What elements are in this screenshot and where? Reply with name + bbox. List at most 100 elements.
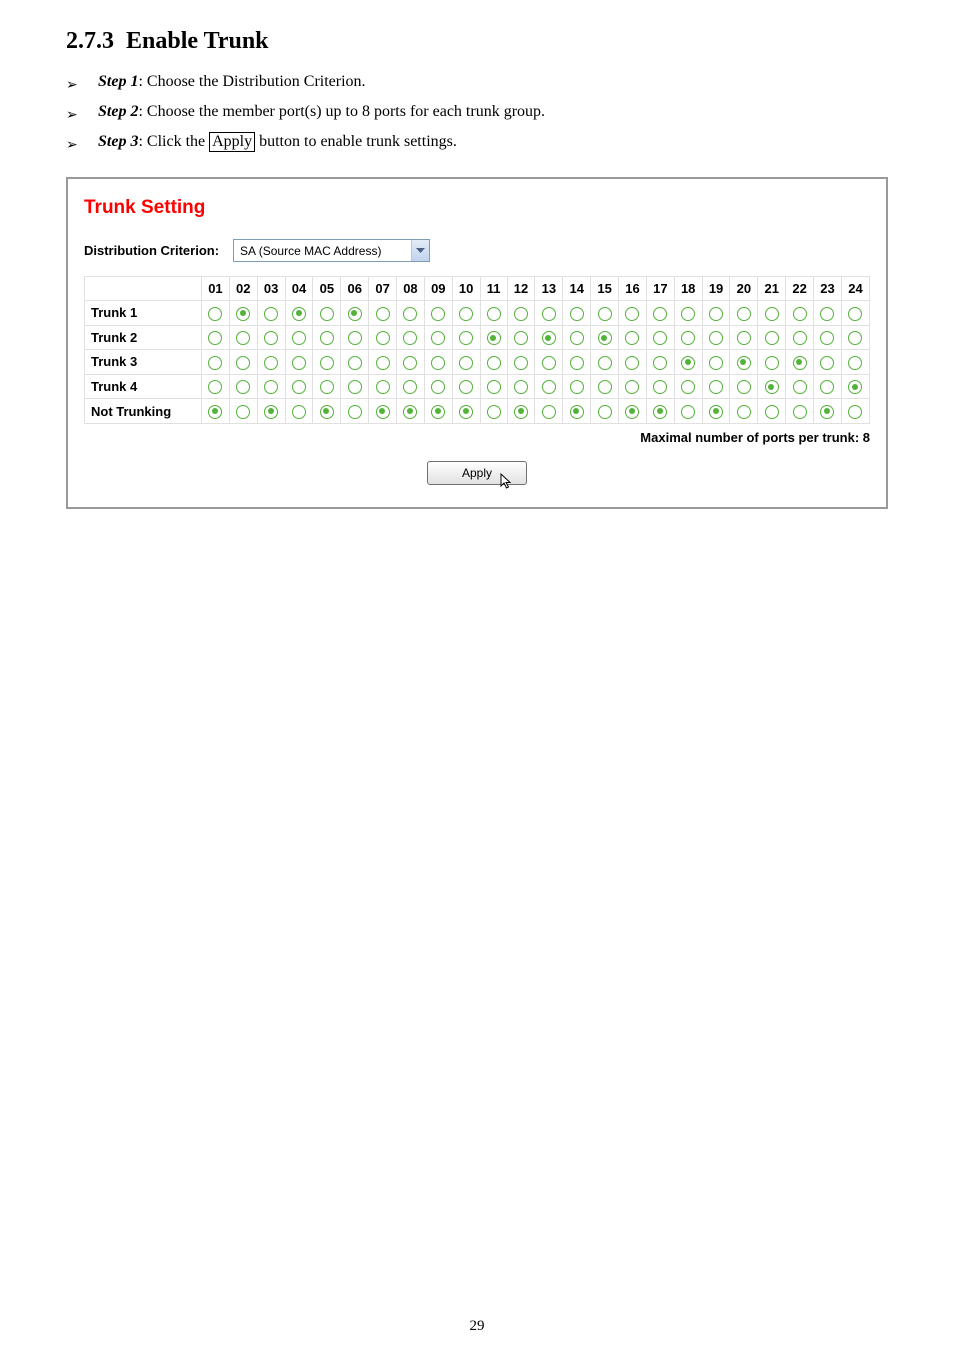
radio-cell[interactable] — [702, 325, 730, 350]
radio-cell[interactable] — [563, 399, 591, 424]
radio-cell[interactable] — [452, 301, 480, 326]
radio-cell[interactable] — [202, 374, 230, 399]
apply-button[interactable]: Apply — [427, 461, 527, 485]
radio-cell[interactable] — [313, 350, 341, 375]
radio-cell[interactable] — [591, 301, 619, 326]
radio-cell[interactable] — [397, 374, 425, 399]
radio-cell[interactable] — [758, 350, 786, 375]
radio-cell[interactable] — [229, 374, 257, 399]
radio-cell[interactable] — [730, 350, 758, 375]
criterion-select[interactable]: SA (Source MAC Address) — [233, 239, 430, 262]
radio-cell[interactable] — [563, 301, 591, 326]
radio-cell[interactable] — [814, 325, 842, 350]
radio-cell[interactable] — [619, 325, 647, 350]
radio-cell[interactable] — [313, 399, 341, 424]
radio-cell[interactable] — [535, 399, 563, 424]
radio-cell[interactable] — [786, 374, 814, 399]
radio-cell[interactable] — [786, 350, 814, 375]
radio-cell[interactable] — [619, 399, 647, 424]
radio-cell[interactable] — [563, 374, 591, 399]
radio-cell[interactable] — [730, 301, 758, 326]
radio-cell[interactable] — [341, 374, 369, 399]
radio-cell[interactable] — [257, 301, 285, 326]
radio-cell[interactable] — [758, 399, 786, 424]
radio-cell[interactable] — [313, 325, 341, 350]
radio-cell[interactable] — [285, 399, 313, 424]
radio-cell[interactable] — [480, 325, 507, 350]
radio-cell[interactable] — [507, 399, 535, 424]
radio-cell[interactable] — [814, 374, 842, 399]
radio-cell[interactable] — [646, 350, 674, 375]
radio-cell[interactable] — [535, 350, 563, 375]
radio-cell[interactable] — [397, 301, 425, 326]
radio-cell[interactable] — [229, 325, 257, 350]
radio-cell[interactable] — [202, 350, 230, 375]
radio-cell[interactable] — [591, 325, 619, 350]
radio-cell[interactable] — [424, 399, 452, 424]
radio-cell[interactable] — [702, 399, 730, 424]
radio-cell[interactable] — [313, 301, 341, 326]
radio-cell[interactable] — [480, 374, 507, 399]
radio-cell[interactable] — [452, 374, 480, 399]
radio-cell[interactable] — [202, 399, 230, 424]
radio-cell[interactable] — [814, 350, 842, 375]
radio-cell[interactable] — [285, 350, 313, 375]
radio-cell[interactable] — [841, 301, 869, 326]
radio-cell[interactable] — [452, 350, 480, 375]
radio-cell[interactable] — [674, 301, 702, 326]
radio-cell[interactable] — [535, 325, 563, 350]
radio-cell[interactable] — [397, 350, 425, 375]
radio-cell[interactable] — [730, 374, 758, 399]
radio-cell[interactable] — [674, 350, 702, 375]
radio-cell[interactable] — [369, 350, 397, 375]
radio-cell[interactable] — [786, 399, 814, 424]
radio-cell[interactable] — [507, 301, 535, 326]
radio-cell[interactable] — [841, 374, 869, 399]
radio-cell[interactable] — [341, 301, 369, 326]
radio-cell[interactable] — [507, 325, 535, 350]
radio-cell[interactable] — [507, 350, 535, 375]
radio-cell[interactable] — [730, 325, 758, 350]
radio-cell[interactable] — [202, 325, 230, 350]
radio-cell[interactable] — [480, 301, 507, 326]
radio-cell[interactable] — [591, 399, 619, 424]
radio-cell[interactable] — [674, 325, 702, 350]
radio-cell[interactable] — [341, 325, 369, 350]
radio-cell[interactable] — [591, 374, 619, 399]
radio-cell[interactable] — [619, 374, 647, 399]
radio-cell[interactable] — [814, 399, 842, 424]
radio-cell[interactable] — [229, 301, 257, 326]
radio-cell[interactable] — [646, 301, 674, 326]
radio-cell[interactable] — [507, 374, 535, 399]
radio-cell[interactable] — [619, 301, 647, 326]
radio-cell[interactable] — [786, 301, 814, 326]
radio-cell[interactable] — [646, 325, 674, 350]
radio-cell[interactable] — [814, 301, 842, 326]
radio-cell[interactable] — [480, 399, 507, 424]
radio-cell[interactable] — [341, 350, 369, 375]
radio-cell[interactable] — [285, 374, 313, 399]
radio-cell[interactable] — [285, 325, 313, 350]
radio-cell[interactable] — [730, 399, 758, 424]
radio-cell[interactable] — [257, 399, 285, 424]
radio-cell[interactable] — [424, 350, 452, 375]
radio-cell[interactable] — [702, 374, 730, 399]
radio-cell[interactable] — [424, 374, 452, 399]
radio-cell[interactable] — [397, 399, 425, 424]
radio-cell[interactable] — [424, 301, 452, 326]
radio-cell[interactable] — [452, 399, 480, 424]
radio-cell[interactable] — [786, 325, 814, 350]
radio-cell[interactable] — [674, 374, 702, 399]
radio-cell[interactable] — [563, 325, 591, 350]
radio-cell[interactable] — [369, 325, 397, 350]
radio-cell[interactable] — [702, 350, 730, 375]
radio-cell[interactable] — [202, 301, 230, 326]
radio-cell[interactable] — [702, 301, 730, 326]
radio-cell[interactable] — [229, 350, 257, 375]
radio-cell[interactable] — [758, 325, 786, 350]
radio-cell[interactable] — [257, 374, 285, 399]
radio-cell[interactable] — [369, 301, 397, 326]
radio-cell[interactable] — [758, 374, 786, 399]
radio-cell[interactable] — [535, 374, 563, 399]
radio-cell[interactable] — [646, 399, 674, 424]
